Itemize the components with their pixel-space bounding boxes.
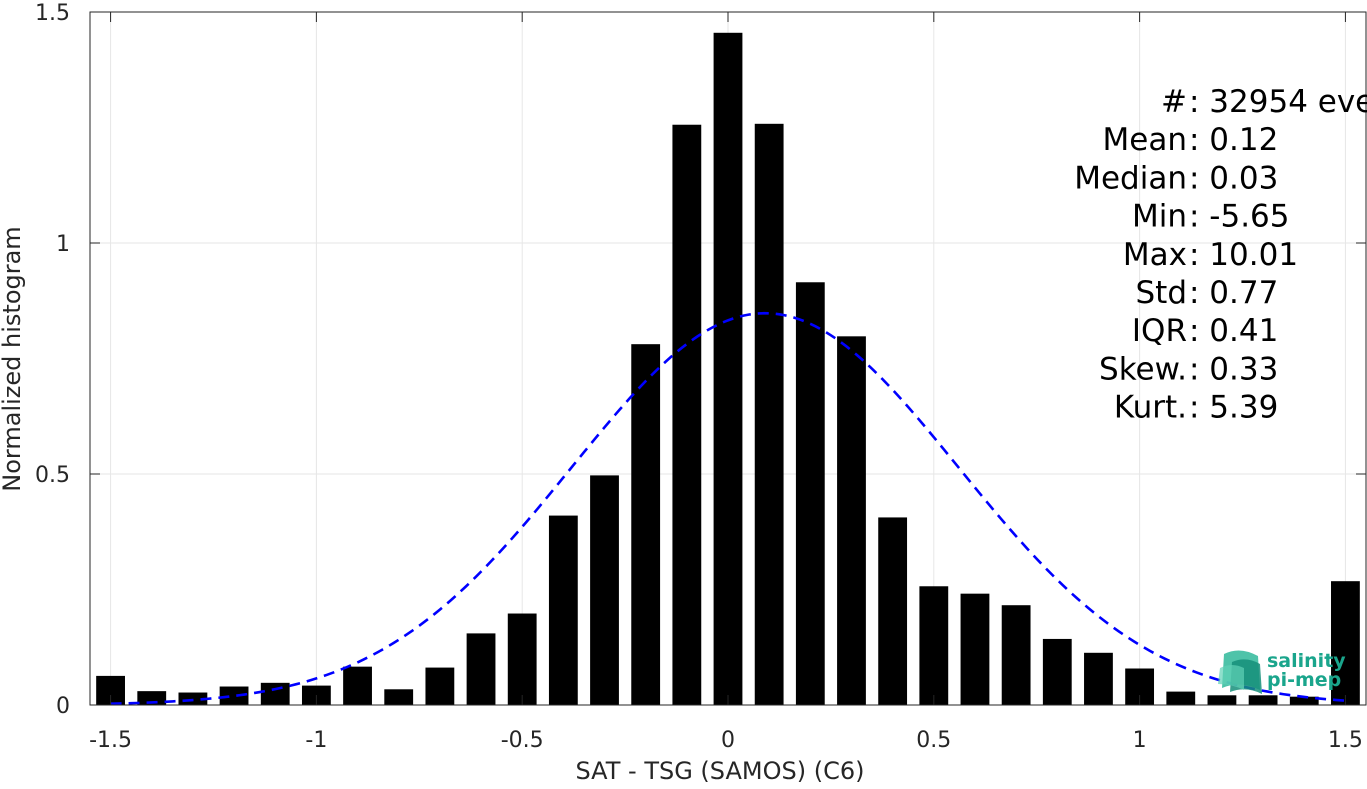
stat-value: : 0.33 bbox=[1189, 351, 1278, 387]
y-axis-label: Normalized histogram bbox=[0, 226, 26, 491]
x-tick-label: -1 bbox=[305, 728, 327, 753]
histogram-bar bbox=[1248, 695, 1278, 705]
stat-line: Kurt. bbox=[1114, 390, 1187, 426]
stat-line: Max bbox=[1123, 237, 1187, 273]
x-tick-label: 1 bbox=[1133, 728, 1147, 753]
stat-value: : 5.39 bbox=[1189, 390, 1278, 426]
histogram-bar bbox=[425, 667, 455, 705]
histogram-bar bbox=[1331, 581, 1360, 705]
y-tick-label: 0 bbox=[56, 694, 70, 719]
histogram-bar bbox=[1166, 691, 1196, 705]
histogram-bar bbox=[507, 613, 537, 705]
histogram-bar bbox=[754, 123, 784, 705]
histogram-bar bbox=[384, 689, 414, 705]
histogram-bar bbox=[1042, 638, 1072, 705]
histogram-bar bbox=[590, 475, 619, 705]
histogram-bar bbox=[672, 124, 702, 705]
stat-line: Mean bbox=[1103, 122, 1187, 158]
stat-label: Std bbox=[1135, 275, 1187, 311]
histogram-bar bbox=[878, 517, 908, 705]
stat-line: # bbox=[1161, 84, 1187, 120]
stat-label: # bbox=[1161, 84, 1187, 120]
stat-label: Kurt. bbox=[1114, 390, 1187, 426]
histogram-bar bbox=[1084, 652, 1113, 705]
histogram-bar bbox=[260, 682, 290, 705]
histogram-bar bbox=[343, 666, 372, 705]
stat-value: : 10.01 bbox=[1189, 237, 1298, 273]
stat-label: Max bbox=[1123, 237, 1187, 273]
histogram-bar bbox=[219, 686, 249, 705]
histogram-bar bbox=[837, 336, 866, 705]
logo-text-line2: pi-mep bbox=[1267, 669, 1341, 691]
x-tick-label: -0.5 bbox=[501, 728, 544, 753]
x-tick-label: 0.5 bbox=[916, 728, 951, 753]
stat-label: Median bbox=[1074, 160, 1187, 196]
stat-line: Min bbox=[1132, 199, 1187, 235]
stat-value: : 0.12 bbox=[1189, 122, 1278, 158]
histogram-bar bbox=[466, 633, 496, 705]
logo-icon bbox=[1218, 650, 1262, 694]
stat-label: IQR bbox=[1132, 313, 1187, 349]
x-tick-label: 0 bbox=[721, 728, 735, 753]
stat-value: : 32954 events bbox=[1189, 84, 1367, 120]
axis-ticks bbox=[90, 11, 1366, 706]
gaussian-fit-curve bbox=[110, 311, 1346, 706]
stat-value: : 0.41 bbox=[1189, 313, 1278, 349]
logo-text-line1: salinity bbox=[1267, 650, 1346, 672]
histogram-bar bbox=[1001, 605, 1031, 705]
stat-line: Std bbox=[1135, 275, 1187, 311]
y-tick-label: 0.5 bbox=[35, 463, 70, 488]
histogram-bar bbox=[795, 282, 825, 705]
histogram-bar bbox=[713, 32, 743, 706]
histogram-bar bbox=[137, 691, 167, 705]
stat-line: Skew. bbox=[1099, 351, 1187, 387]
histogram-bar bbox=[1207, 695, 1237, 705]
stat-value: : 0.77 bbox=[1189, 275, 1278, 311]
histogram-bar bbox=[919, 586, 949, 705]
x-tick-label: -1.5 bbox=[89, 728, 132, 753]
stat-label: Min bbox=[1132, 199, 1187, 235]
stat-label: Skew. bbox=[1099, 351, 1187, 387]
y-tick-label: 1 bbox=[56, 232, 70, 257]
stat-line: Median bbox=[1074, 160, 1187, 196]
salinity-pi-mep-logo: salinity pi-mep bbox=[1218, 650, 1346, 694]
x-tick-labels: -1.5 -1 -0.5 0 0.5 1 1.5 bbox=[89, 728, 1363, 753]
histogram-bar bbox=[631, 344, 661, 705]
stat-label: Mean bbox=[1103, 122, 1187, 158]
histogram-bar bbox=[1289, 696, 1319, 705]
y-tick-label: 1.5 bbox=[35, 1, 70, 26]
histogram-bar bbox=[548, 515, 578, 705]
x-tick-label: 1.5 bbox=[1328, 728, 1363, 753]
stat-value: : -5.65 bbox=[1189, 199, 1290, 235]
x-axis-label: SAT - TSG (SAMOS) (C6) bbox=[576, 757, 865, 785]
histogram-bars bbox=[96, 32, 1360, 706]
stat-line: IQR bbox=[1132, 313, 1187, 349]
y-tick-labels: 0 0.5 1 1.5 bbox=[35, 1, 70, 719]
histogram-bar bbox=[960, 593, 990, 705]
stat-value: : 0.03 bbox=[1189, 160, 1278, 196]
